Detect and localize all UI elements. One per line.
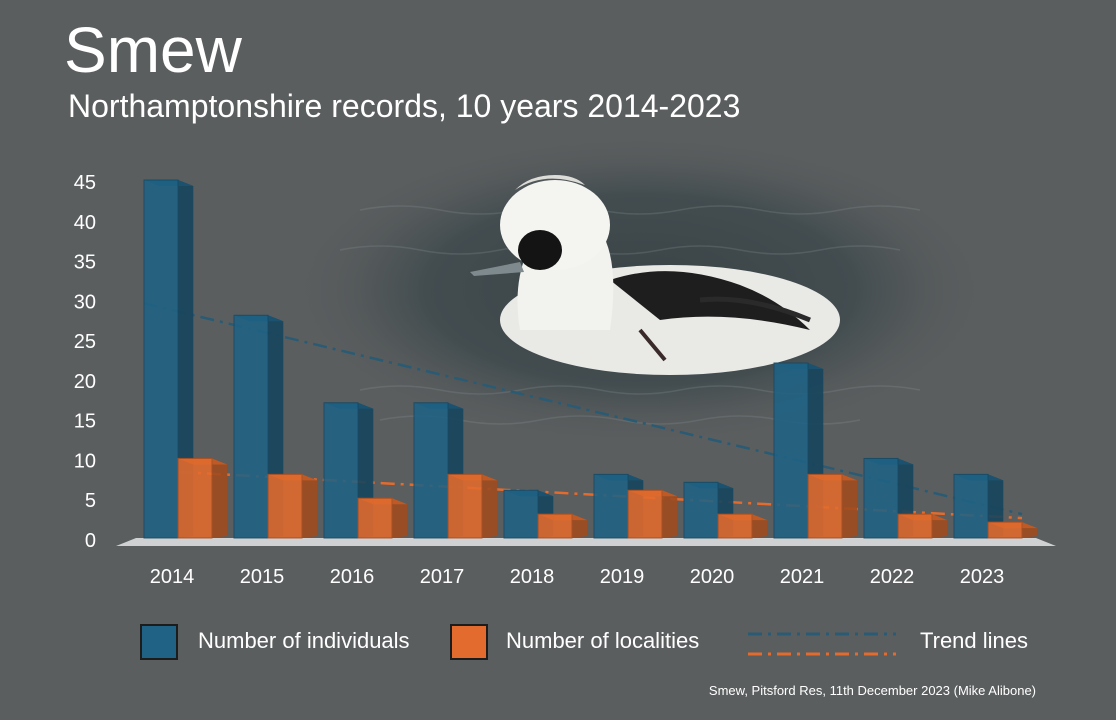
trend-line-individuals [143,302,1023,516]
y-tick-label: 30 [74,291,96,313]
legend-trend-swatch [748,632,896,656]
bar-localities [447,473,498,539]
legend: Number of individuals Number of localiti… [140,622,1040,666]
legend-localities-swatch [450,624,488,660]
smew-photo [280,130,1000,450]
y-tick-label: 35 [74,252,96,274]
y-tick-label: 25 [74,331,96,353]
x-tick-label: 2018 [510,566,555,588]
x-tick-label: 2014 [150,566,195,588]
photo-caption: Smew, Pitsford Res, 11th December 2023 (… [708,683,1036,698]
legend-individuals-label: Number of individuals [198,628,410,653]
y-axis: 0 5 10 15 20 25 30 35 40 45 [74,172,96,552]
bar-localities [537,513,588,539]
x-axis: 2014 2015 2016 2017 2018 2019 2020 2021 2022 2023 [150,566,1005,588]
bird-eye-patch [518,230,562,270]
bar-localities [717,513,768,539]
bar-localities [357,497,408,539]
x-tick-label: 2015 [240,566,285,588]
bar-localities [987,521,1038,539]
x-tick-label: 2020 [690,566,735,588]
chart-subtitle: Northamptonshire records, 10 years 2014-… [68,88,741,124]
legend-localities-label: Number of localities [506,628,700,653]
bar-localities [897,513,948,539]
x-tick-label: 2021 [780,566,825,588]
bar-individuals [143,179,194,539]
y-tick-label: 40 [74,212,96,234]
bird-bill [470,262,524,276]
y-tick-label: 0 [85,530,96,552]
bar-localities [267,473,318,539]
x-tick-label: 2016 [330,566,375,588]
chart-title: Smew [64,14,242,86]
y-tick-label: 5 [85,490,96,512]
bars [143,179,1038,539]
bar-localities [177,457,228,539]
chart-floor [116,538,1056,546]
y-tick-label: 20 [74,371,96,393]
legend-trend-label: Trend lines [920,628,1029,653]
bar-individuals [683,481,734,539]
x-tick-label: 2022 [870,566,915,588]
x-tick-label: 2017 [420,566,465,588]
legend-individuals-swatch [140,624,178,660]
bar-localities [807,473,858,539]
y-tick-label: 15 [74,411,96,433]
x-tick-label: 2023 [960,566,1005,588]
bar-localities [627,489,678,539]
x-tick-label: 2019 [600,566,645,588]
y-tick-label: 45 [74,172,96,194]
y-tick-label: 10 [74,450,96,472]
